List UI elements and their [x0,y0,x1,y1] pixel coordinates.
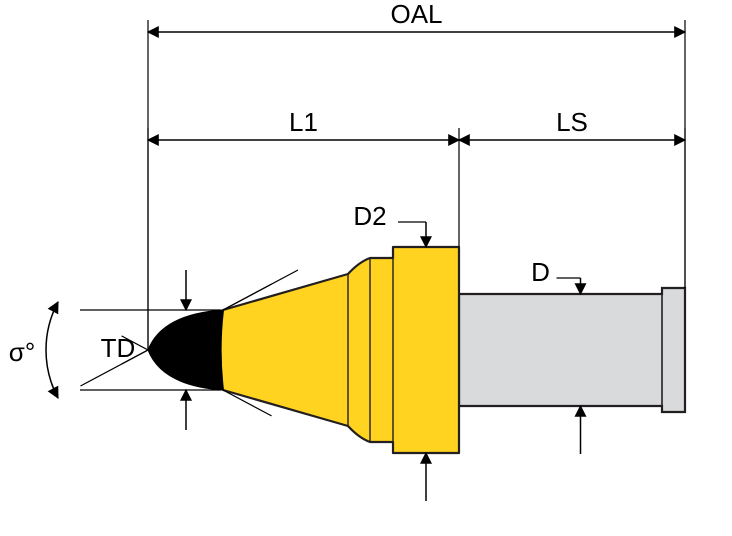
label-d2: D2 [353,201,386,231]
label-sigma: σ° [9,337,35,367]
label-l1: L1 [289,107,318,137]
label-d: D [531,257,550,287]
carbide-tip [148,310,223,390]
tool-body [221,247,460,453]
label-td: TD [101,333,136,363]
label-oal: OAL [390,0,442,29]
shank [459,288,685,412]
label-ls: LS [556,107,588,137]
sigma-arc [46,302,58,398]
